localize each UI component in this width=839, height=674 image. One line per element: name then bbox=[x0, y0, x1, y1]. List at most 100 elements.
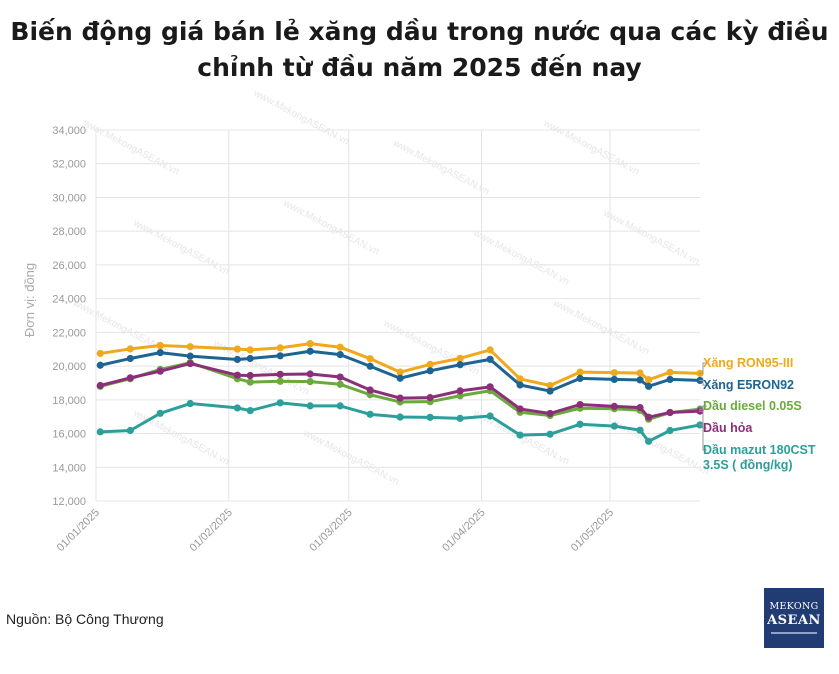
data-point bbox=[126, 354, 134, 363]
y-tick-label: 12,000 bbox=[52, 496, 86, 508]
data-point bbox=[426, 394, 434, 402]
data-point bbox=[336, 380, 344, 388]
data-point bbox=[456, 387, 464, 395]
data-point bbox=[366, 410, 374, 418]
y-tick-label: 14,000 bbox=[52, 462, 86, 474]
data-point bbox=[546, 409, 554, 418]
data-point bbox=[486, 383, 494, 391]
series-line bbox=[100, 401, 701, 443]
logo-rule bbox=[771, 632, 817, 634]
data-point bbox=[306, 378, 314, 386]
data-point bbox=[516, 405, 524, 413]
data-point bbox=[644, 413, 653, 421]
source-note: Nguồn: Bộ Công Thương bbox=[6, 611, 164, 627]
data-point bbox=[126, 345, 134, 353]
series-labels: Xăng RON95-III Xăng E5RON92 Dầu diesel 0.0… bbox=[699, 356, 816, 472]
data-point bbox=[186, 399, 194, 408]
data-point bbox=[306, 402, 314, 410]
data-point bbox=[246, 371, 254, 380]
watermark-text: www.MekongASEAN.vn bbox=[391, 137, 491, 197]
data-point bbox=[246, 354, 254, 363]
data-point bbox=[516, 381, 524, 389]
data-point bbox=[666, 408, 674, 417]
data-point bbox=[576, 400, 584, 409]
logo-text-bottom: ASEAN bbox=[767, 613, 821, 628]
data-point bbox=[636, 403, 644, 412]
data-point bbox=[96, 361, 104, 369]
label-connector bbox=[699, 405, 707, 410]
data-point bbox=[636, 369, 644, 377]
data-point bbox=[156, 341, 164, 350]
data-point bbox=[246, 378, 254, 386]
data-point bbox=[644, 376, 653, 384]
y-tick-label: 18,000 bbox=[52, 395, 86, 407]
data-point bbox=[576, 420, 584, 428]
data-point bbox=[486, 412, 494, 420]
data-point bbox=[276, 344, 284, 352]
series-label: Xăng RON95-III bbox=[703, 356, 793, 370]
data-point bbox=[96, 428, 104, 436]
y-tick-label: 22,000 bbox=[52, 327, 86, 339]
x-tick-label: 01/02/2025 bbox=[187, 507, 234, 554]
y-tick-label: 30,000 bbox=[52, 192, 86, 204]
data-point bbox=[126, 426, 134, 435]
data-point bbox=[233, 345, 241, 353]
y-tick-label: 20,000 bbox=[52, 361, 86, 373]
data-point bbox=[96, 349, 104, 358]
data-point bbox=[396, 413, 404, 421]
data-point bbox=[396, 394, 404, 402]
y-tick-label: 24,000 bbox=[52, 294, 86, 306]
data-point bbox=[610, 375, 618, 384]
data-point bbox=[366, 386, 374, 394]
data-point bbox=[516, 431, 524, 439]
data-point bbox=[666, 426, 674, 435]
data-point bbox=[276, 352, 284, 360]
data-point bbox=[426, 360, 434, 369]
data-point bbox=[456, 354, 464, 362]
series-label: Dầu hỏa bbox=[703, 421, 753, 435]
label-connector bbox=[699, 362, 707, 374]
data-point bbox=[610, 402, 618, 410]
data-point bbox=[306, 370, 314, 378]
watermark-text: www.MekongASEAN.vn bbox=[551, 297, 651, 357]
data-point bbox=[233, 355, 241, 364]
data-point bbox=[126, 374, 134, 382]
data-point bbox=[336, 373, 344, 381]
data-point bbox=[576, 374, 584, 383]
data-point bbox=[306, 340, 314, 348]
data-point bbox=[644, 437, 653, 445]
series-label: Dầu diesel 0.05S bbox=[703, 399, 802, 413]
data-point bbox=[576, 368, 584, 376]
data-point bbox=[156, 349, 164, 357]
x-tick-label: 01/01/2025 bbox=[55, 507, 102, 554]
data-point bbox=[636, 426, 644, 434]
y-tick-label: 34,000 bbox=[52, 125, 86, 137]
y-tick-label: 26,000 bbox=[52, 260, 86, 272]
data-point bbox=[276, 370, 284, 378]
chart-title: Biến động giá bán lẻ xăng dầu trong nước… bbox=[10, 17, 829, 82]
watermark-text: www.MekongASEAN.vn bbox=[541, 117, 641, 177]
data-point bbox=[156, 409, 164, 417]
data-point bbox=[546, 387, 554, 395]
watermark-text: www.MekongASEAN.vn bbox=[301, 427, 401, 487]
data-point bbox=[336, 402, 344, 410]
x-tick-label: 01/03/2025 bbox=[307, 507, 354, 554]
watermark-text: www.MekongASEAN.vn bbox=[471, 227, 571, 287]
data-point bbox=[186, 359, 194, 368]
line-chart: www.MekongASEAN.vn www.MekongASEAN.vn www.… bbox=[22, 87, 816, 554]
watermark-text: www.MekongASEAN.vn bbox=[131, 217, 231, 277]
label-connector bbox=[699, 424, 707, 451]
data-point bbox=[426, 367, 434, 375]
data-point bbox=[366, 362, 374, 370]
watermark-text: www.MekongASEAN.vn bbox=[601, 207, 701, 267]
data-point bbox=[186, 343, 194, 351]
series-line bbox=[99, 349, 701, 393]
y-axis-ticks: 12,000 14,000 16,000 18,000 20,000 22,000 24,0… bbox=[52, 125, 86, 508]
data-point bbox=[156, 367, 164, 375]
y-tick-label: 28,000 bbox=[52, 226, 86, 238]
data-point bbox=[486, 346, 494, 354]
watermark-text: www.MekongASEAN.vn bbox=[131, 407, 231, 467]
x-axis-ticks: 01/01/2025 01/02/2025 01/03/2025 01/04/2025… bbox=[55, 507, 616, 554]
data-point bbox=[276, 399, 284, 407]
data-point bbox=[486, 355, 494, 363]
